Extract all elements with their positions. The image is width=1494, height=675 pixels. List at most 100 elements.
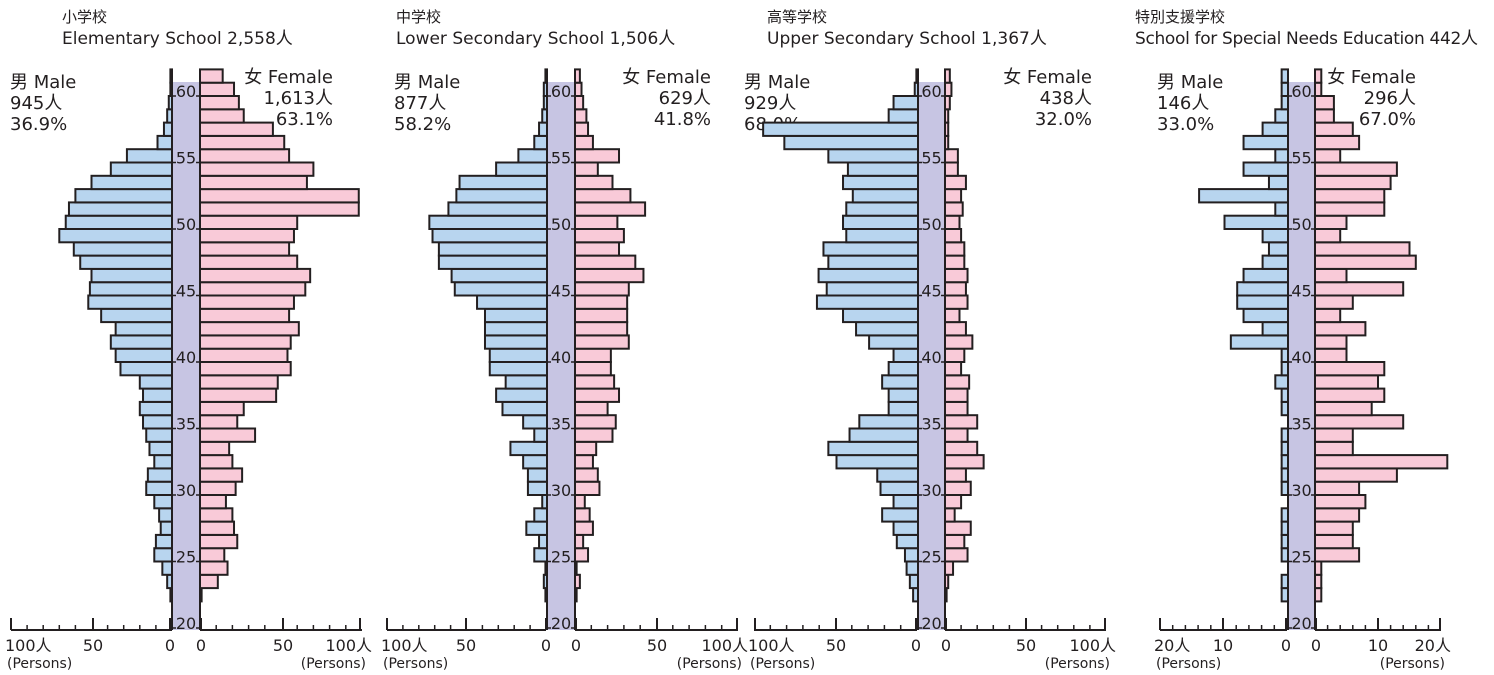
female-bar <box>944 174 967 191</box>
female-x-tick-label: 10 <box>1368 636 1388 655</box>
male-x-tick-label: 0 <box>1281 636 1291 655</box>
male-bar <box>114 321 173 337</box>
female-label: 女 Female <box>622 67 711 88</box>
female-bar <box>574 427 614 443</box>
male-bar <box>1274 108 1290 124</box>
female-stats: 女 Female 438人 32.0% <box>1003 67 1092 130</box>
male-bar <box>538 533 548 550</box>
male-bar <box>437 241 549 257</box>
male-x-unit-label: (Persons) <box>7 656 72 672</box>
female-bar <box>574 494 586 510</box>
female-bar <box>199 547 226 563</box>
female-bar <box>944 148 959 164</box>
female-bar <box>199 201 360 217</box>
pyramid-panel-4: 特別支援学校 School for Special Needs Education… <box>1135 8 1478 672</box>
male-bar <box>145 480 174 497</box>
male-bar <box>1242 161 1290 177</box>
male-bar <box>153 454 173 470</box>
male-bar <box>114 347 173 364</box>
male-bar <box>158 507 173 523</box>
male-label: 男 Male <box>394 72 460 93</box>
male-bar <box>887 400 919 417</box>
male-pct: 33.0% <box>1157 114 1214 135</box>
male-bar <box>1242 134 1290 151</box>
male-bar <box>842 174 920 191</box>
male-bar <box>148 440 174 457</box>
male-bar <box>509 440 548 457</box>
age-tick-label: 40 <box>1291 348 1311 367</box>
male-bar <box>1261 228 1289 244</box>
male-bar <box>488 347 549 364</box>
male-bar <box>90 267 173 284</box>
female-bar <box>574 307 629 324</box>
female-bar <box>1314 108 1335 124</box>
age-tick-label: 40 <box>921 348 941 367</box>
male-bar <box>504 374 549 390</box>
female-x-tick-label: 0 <box>1311 636 1321 655</box>
male-bar <box>1229 334 1289 350</box>
female-x-tick-label: 20人 <box>1415 636 1451 655</box>
age-tick-label: 30 <box>921 481 941 500</box>
female-bar <box>1314 520 1354 536</box>
female-bar <box>944 254 966 270</box>
male-bar <box>842 214 920 230</box>
female-bar <box>944 347 966 364</box>
age-axis-spine <box>547 82 575 630</box>
male-bar <box>437 254 549 270</box>
female-bar <box>944 520 972 536</box>
male-bar <box>517 148 549 164</box>
female-bar <box>199 121 274 137</box>
age-axis-spine <box>172 82 200 630</box>
female-bar <box>574 214 619 230</box>
female-bar <box>944 560 955 576</box>
female-bar <box>199 560 229 576</box>
female-stats: 女 Female 629人 41.8% <box>622 67 711 130</box>
chart-title-ja: 中学校 <box>396 8 441 26</box>
female-bar <box>199 68 224 84</box>
male-bar <box>142 387 174 403</box>
male-x-unit-label: (Persons) <box>750 656 815 672</box>
female-bar <box>944 387 969 403</box>
age-tick-label: 60 <box>921 82 941 101</box>
female-bar <box>944 480 972 497</box>
male-bar <box>887 361 919 377</box>
female-bar <box>1314 347 1348 364</box>
female-x-tick-label: 50 <box>647 636 667 655</box>
female-bar <box>1314 427 1354 443</box>
female-bar <box>574 533 585 550</box>
male-bar <box>142 414 174 430</box>
female-bar <box>199 134 286 151</box>
female-bar <box>574 347 612 364</box>
female-bar <box>199 81 236 97</box>
male-bar <box>525 520 549 536</box>
female-bar <box>1314 201 1386 217</box>
male-bar <box>428 214 548 230</box>
male-bar <box>835 454 919 470</box>
male-bar <box>905 560 920 576</box>
male-bar <box>156 134 173 151</box>
male-bar <box>1274 201 1290 217</box>
female-bar <box>574 201 647 217</box>
male-bar <box>1267 241 1289 257</box>
female-bar <box>1314 374 1379 390</box>
female-bar <box>1314 361 1386 377</box>
male-bar <box>815 294 919 310</box>
female-bar <box>199 480 237 497</box>
male-bar <box>544 68 548 84</box>
female-label: 女 Female <box>244 67 333 88</box>
male-bar <box>1261 254 1289 270</box>
age-axis-spine <box>918 82 945 630</box>
age-axis-spine <box>1288 82 1315 630</box>
female-bar <box>1314 148 1342 164</box>
male-x-tick-label: 100人 <box>381 636 428 655</box>
female-bar <box>574 228 625 244</box>
male-bar <box>533 134 549 151</box>
age-tick-label: 35 <box>1291 415 1311 434</box>
female-bar <box>944 533 966 550</box>
female-bar <box>1314 440 1354 457</box>
female-bar <box>199 174 308 191</box>
male-bar <box>783 134 920 151</box>
age-tick-label: 60 <box>551 82 571 101</box>
